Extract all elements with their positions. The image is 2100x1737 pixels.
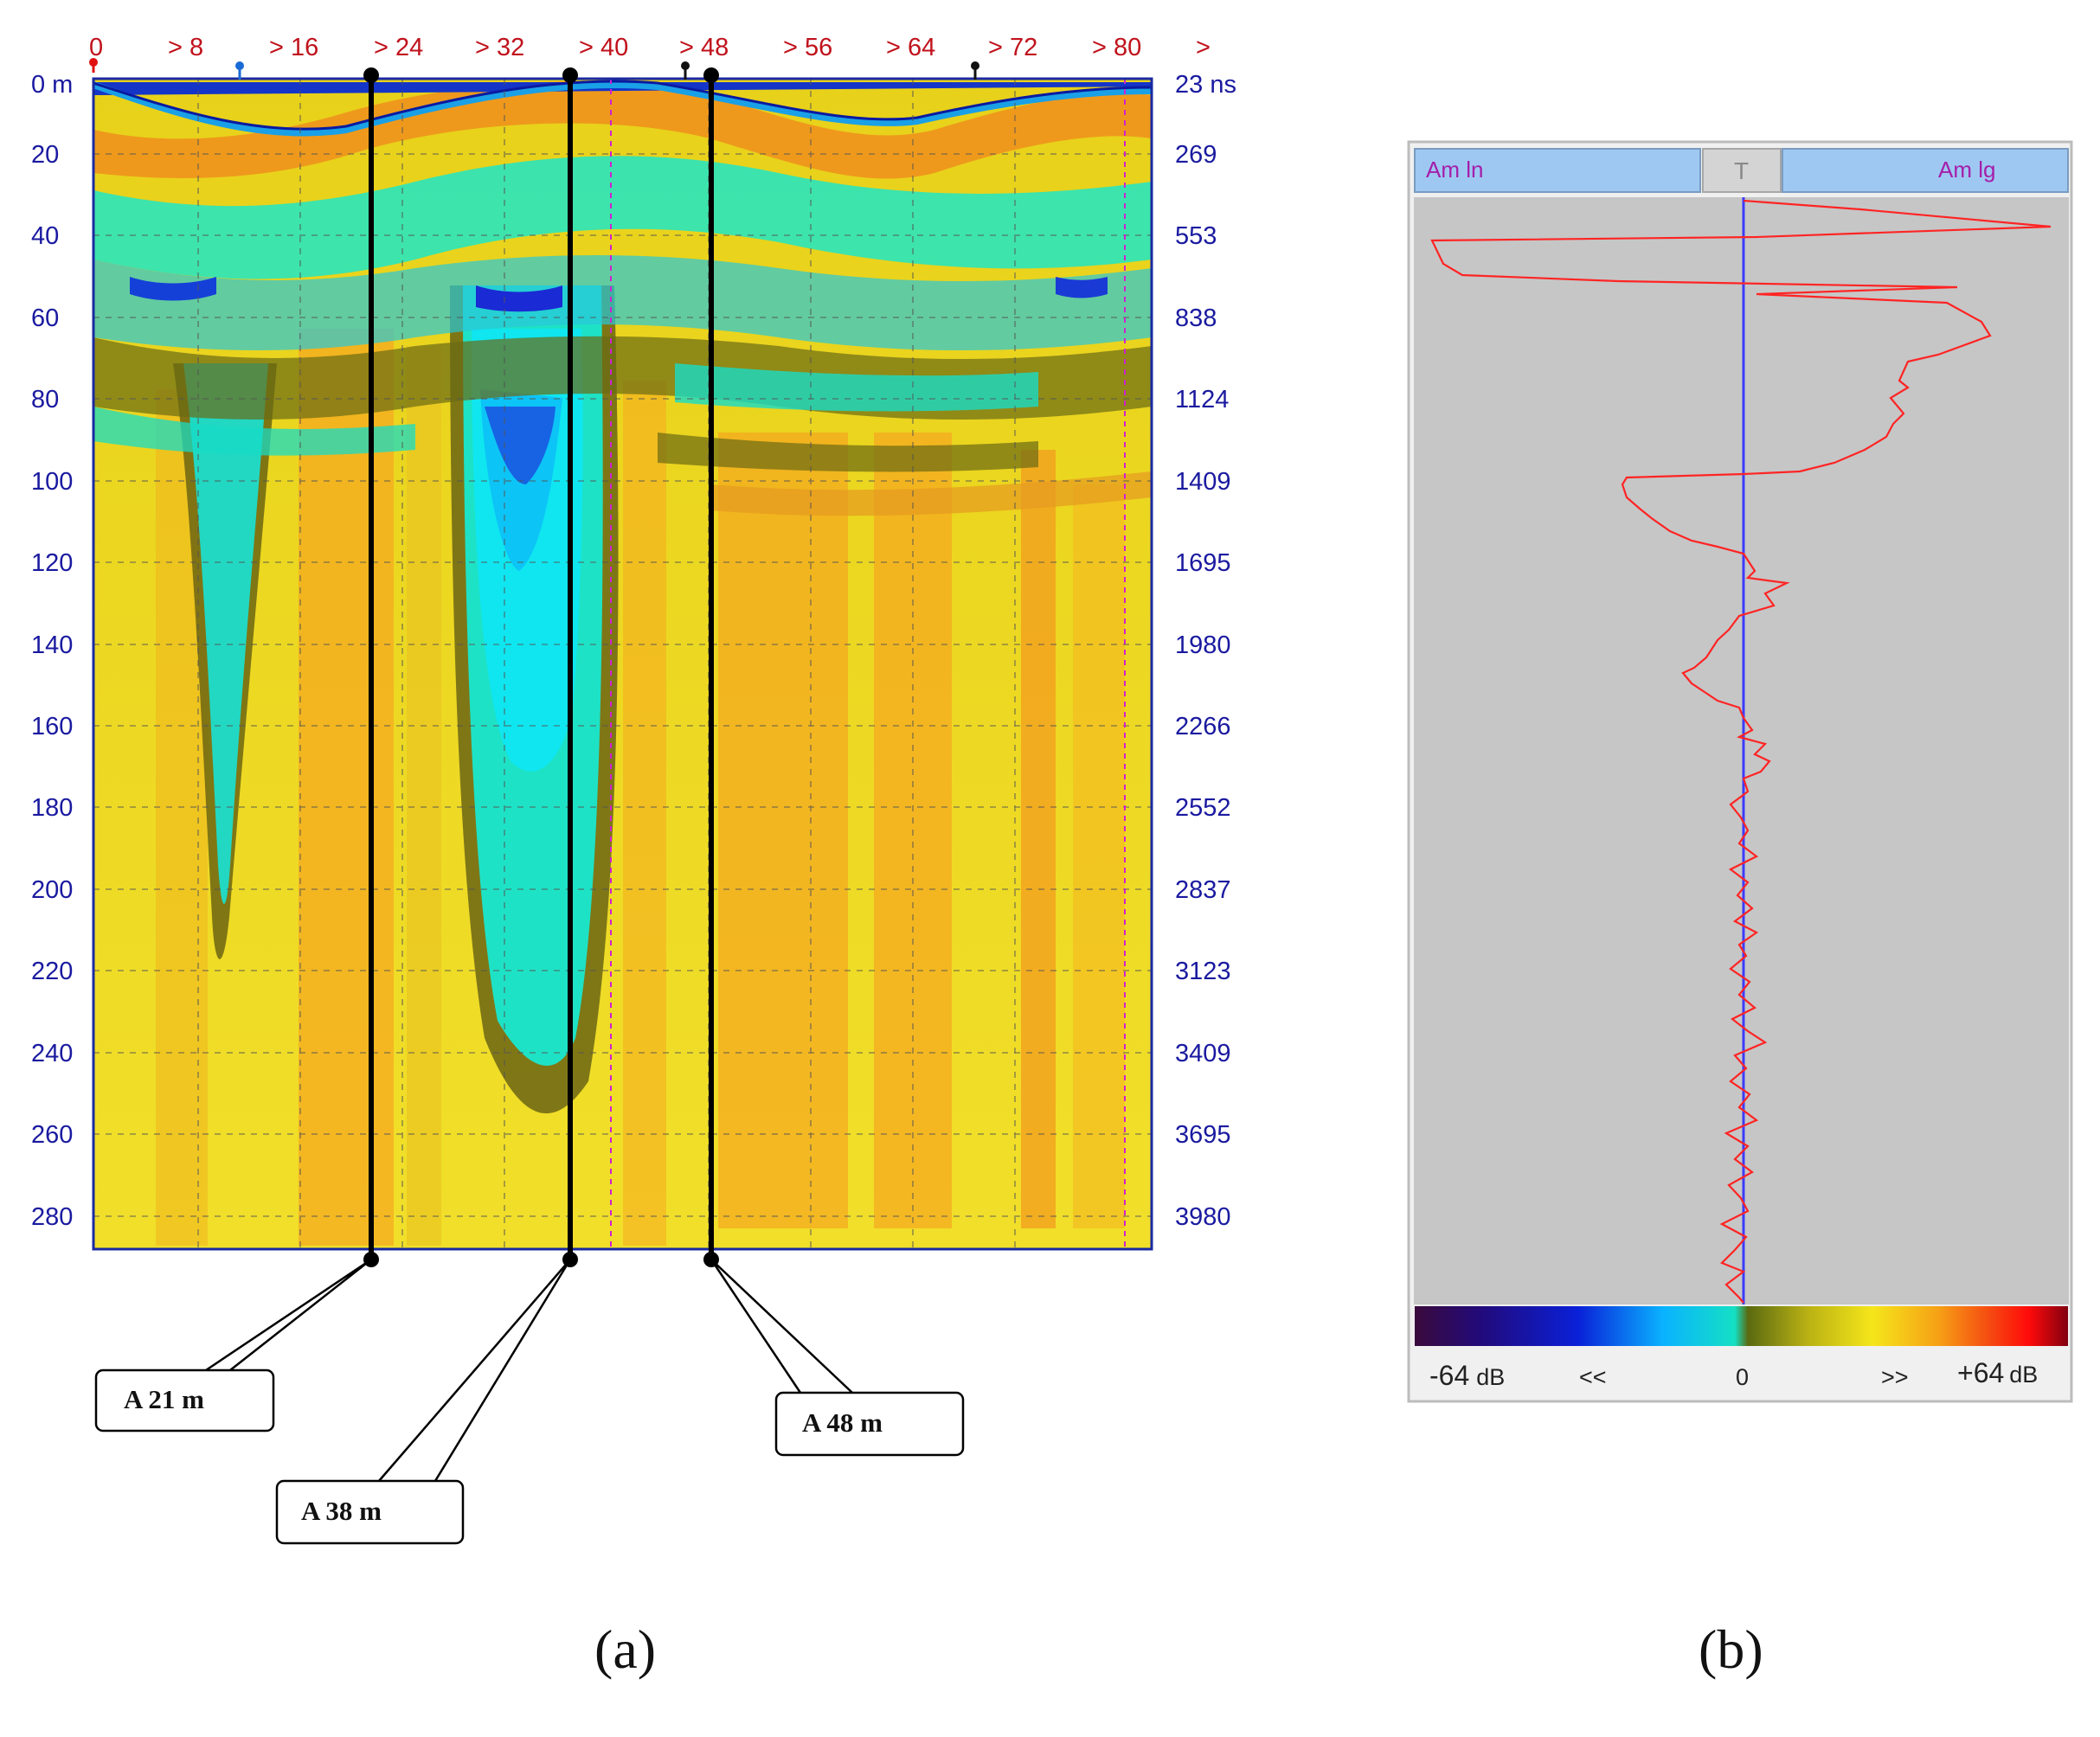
callout-21m: A 21 m [94, 1258, 372, 1433]
callout-48m: A 48 m [710, 1259, 965, 1457]
top-axis-label: > 48 [679, 34, 729, 61]
radargram-panel: 0 > 8 > 16 > 24 > 32 > 40 > 48 > 56 > 64… [31, 34, 1236, 1680]
log-amplitude-button[interactable] [1782, 148, 2069, 193]
depth-label: 140 [31, 631, 73, 659]
time-label: 3980 [1175, 1203, 1231, 1231]
linear-amplitude-button[interactable] [1414, 148, 1701, 193]
time-label: 269 [1175, 141, 1217, 169]
time-label: 2266 [1175, 713, 1231, 740]
time-label: 1124 [1175, 386, 1229, 413]
time-label: 3123 [1175, 958, 1231, 985]
callout-label: A 21 m [124, 1384, 204, 1414]
time-label: 3409 [1175, 1040, 1231, 1067]
top-axis-label: > 56 [783, 34, 832, 61]
top-axis-label: > 32 [475, 34, 524, 61]
top-axis-label: > [1196, 34, 1211, 61]
depth-label: 40 [31, 222, 59, 250]
depth-label: 200 [31, 876, 73, 904]
depth-label: 260 [31, 1121, 73, 1149]
radargram-frame [92, 77, 1153, 1251]
trace-plot-area [1414, 197, 2069, 1304]
top-axis-label: > 8 [168, 34, 203, 61]
callout-label: A 48 m [802, 1407, 883, 1438]
top-axis-label: > 80 [1092, 34, 1141, 61]
time-label: 1980 [1175, 631, 1231, 659]
depth-label: 60 [31, 304, 59, 332]
scale-left-arrow[interactable]: << [1579, 1364, 1607, 1390]
time-label: 23 ns [1175, 71, 1236, 99]
top-axis-label: > 72 [988, 34, 1037, 61]
panel-b-caption: (b) [1699, 1618, 1763, 1680]
time-label: 553 [1175, 222, 1217, 250]
trace-header: Am ln T Am lg [1414, 148, 2069, 193]
top-axis-label: > 64 [886, 34, 935, 61]
callout-label: A 38 m [301, 1496, 382, 1526]
scale-right-arrow[interactable]: >> [1881, 1364, 1909, 1390]
callout-38m: A 38 m [275, 1259, 572, 1545]
color-scale-labels: -64 dB << 0 >> +64 dB [1429, 1357, 2038, 1391]
depth-label: 120 [31, 549, 73, 577]
top-axis-label: > 24 [374, 34, 423, 61]
time-label: 2552 [1175, 794, 1231, 822]
panel-a-caption: (a) [594, 1618, 656, 1680]
time-label: 3695 [1175, 1121, 1231, 1149]
depth-label: 180 [31, 794, 73, 822]
depth-label: 80 [31, 386, 59, 413]
depth-label: 100 [31, 468, 73, 496]
time-label: 838 [1175, 304, 1217, 332]
scale-zero-label: 0 [1736, 1364, 1749, 1390]
top-axis-markers [89, 58, 979, 80]
depth-label: 0 m [31, 71, 73, 99]
depth-label: 20 [31, 141, 59, 169]
depth-label: 240 [31, 1040, 73, 1067]
scale-min-label: -64 dB [1429, 1360, 1505, 1391]
toggle-t-label: T [1734, 157, 1749, 184]
time-label: 1695 [1175, 549, 1231, 577]
depth-label: 160 [31, 713, 73, 740]
left-depth-axis: 0 m 20 40 60 80 100 120 140 160 180 200 … [31, 71, 73, 1231]
time-label: 1409 [1175, 468, 1231, 496]
log-amplitude-label: Am lg [1938, 157, 1995, 183]
toggle-t-button[interactable] [1702, 148, 1782, 193]
depth-label: 220 [31, 958, 73, 985]
depth-label: 280 [31, 1203, 73, 1231]
top-axis-label: 0 [89, 34, 103, 61]
top-axis: 0 > 8 > 16 > 24 > 32 > 40 > 48 > 56 > 64… [89, 34, 1211, 61]
linear-amplitude-label: Am ln [1426, 157, 1483, 183]
scale-max-label: +64 dB [1957, 1357, 2038, 1388]
right-time-axis: 23 ns 269 553 838 1124 1409 1695 1980 22… [1175, 71, 1236, 1231]
trace-panel: Am ln T Am lg -64 dB << 0 >> +64 dB (b) [1407, 140, 2073, 1680]
time-label: 2837 [1175, 876, 1231, 904]
color-scale-bar [1415, 1306, 2068, 1346]
radargram-image [93, 79, 1152, 1249]
top-axis-label: > 16 [269, 34, 318, 61]
top-axis-label: > 40 [579, 34, 628, 61]
amplitude-trace [1430, 199, 2052, 1304]
